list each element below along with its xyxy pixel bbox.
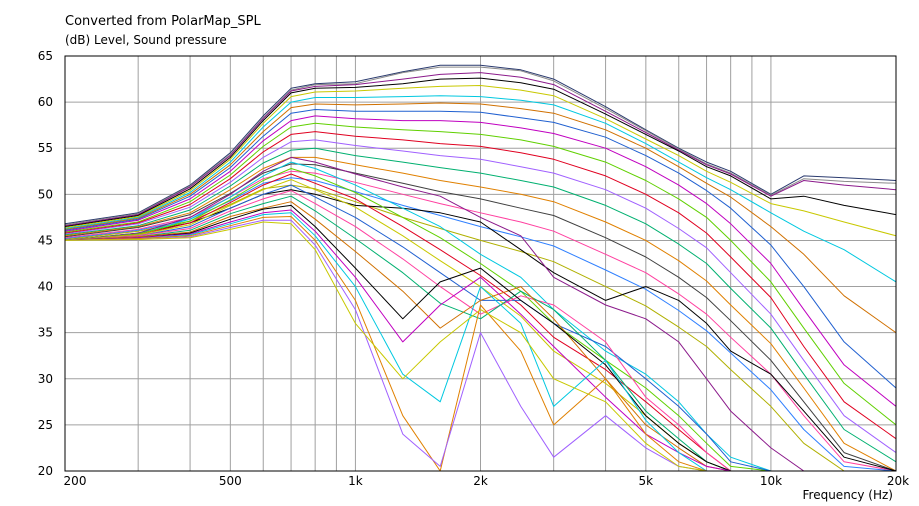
y-tick-label: 55 (38, 141, 53, 155)
plot-frame (64, 55, 897, 472)
series-line-28 (65, 201, 896, 471)
series-line-6 (65, 95, 896, 283)
series-line-22 (65, 168, 896, 471)
x-axis-label: Frequency (Hz) (803, 488, 894, 502)
series-line-10 (65, 122, 896, 426)
x-tick-label: 10k (760, 474, 782, 488)
y-tick-labels: 20 25 30 35 40 45 50 55 60 65 (38, 49, 53, 478)
series-line-1 (65, 64, 896, 225)
series-line-5 (65, 85, 896, 237)
x-tick-labels: 200 500 1k 2k 5k 10k 20k (64, 474, 910, 488)
plot-area (65, 64, 896, 471)
y-tick-label: 35 (38, 326, 53, 340)
series-line-31 (65, 212, 896, 471)
series-line-30 (65, 209, 896, 471)
x-tick-label: 1k (348, 474, 363, 488)
series-line-7 (65, 102, 896, 334)
series-line-16 (65, 170, 896, 471)
series-line-34 (65, 221, 896, 471)
series-line-11 (65, 131, 896, 440)
y-tick-label: 25 (38, 418, 53, 432)
y-tick-label: 40 (38, 280, 53, 294)
y-tick-label: 65 (38, 49, 53, 63)
series-line-20 (65, 156, 896, 471)
series-line-32 (65, 216, 896, 471)
series-line-13 (65, 147, 896, 463)
chart-title: Converted from PolarMap_SPL (65, 14, 261, 29)
series-line-24 (65, 179, 896, 471)
x-tick-label: 500 (219, 474, 242, 488)
x-tick-label: 20k (887, 474, 909, 488)
x-tick-label: 5k (639, 474, 654, 488)
series-line-8 (65, 109, 896, 389)
series-line-21 (65, 161, 896, 471)
series-line-29 (65, 204, 896, 471)
series-line-18 (65, 184, 896, 471)
series-line-33 (65, 219, 896, 471)
y-tick-label: 30 (38, 372, 53, 386)
series-line-12 (65, 139, 896, 454)
y-tick-label: 45 (38, 233, 53, 247)
series-line-25 (65, 184, 896, 471)
series-line-14 (65, 156, 896, 471)
x-tick-label: 200 (64, 474, 87, 488)
y-axis-label: (dB) Level, Sound pressure (65, 33, 227, 47)
series-line-4 (65, 77, 896, 228)
series-line-3 (65, 72, 896, 227)
series-line-9 (65, 115, 896, 407)
series-line-2 (65, 66, 896, 226)
x-tick-label: 2k (473, 474, 488, 488)
y-tick-label: 20 (38, 464, 53, 478)
y-tick-label: 60 (38, 95, 53, 109)
series-line-17 (65, 177, 896, 471)
y-tick-label: 50 (38, 187, 53, 201)
series-line-23 (65, 173, 896, 471)
